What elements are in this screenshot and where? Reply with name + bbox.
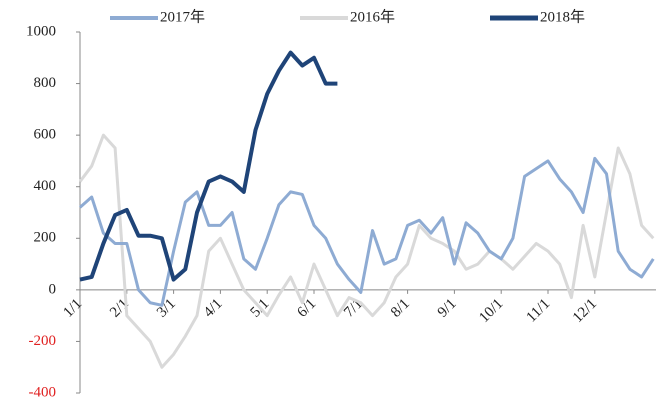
y-tick-label: 1000 [26, 23, 56, 39]
y-tick-label: 800 [34, 75, 57, 91]
legend-label: 2018年 [540, 8, 585, 25]
line-series [79, 50, 338, 282]
y-tick-label: 400 [34, 178, 57, 194]
x-tick-label: 11/1 [523, 296, 553, 326]
x-tick-label: 4/1 [201, 296, 226, 321]
x-tick-label: 1/1 [60, 296, 85, 321]
y-tick-label: -200 [29, 333, 57, 349]
y-tick-label: 0 [49, 281, 57, 297]
x-tick-label: 6/1 [294, 296, 319, 321]
line-series [78, 133, 655, 369]
x-tick-label: 9/1 [435, 296, 460, 321]
x-tick-label: 12/1 [570, 296, 600, 326]
x-tick-label: 8/1 [388, 296, 413, 321]
y-tick-label: 200 [34, 230, 57, 246]
x-tick-label: 3/1 [154, 296, 179, 321]
legend-label: 2017年 [160, 8, 205, 25]
legend-label: 2016年 [350, 8, 395, 25]
x-tick-label: 10/1 [476, 296, 506, 326]
line-series [79, 156, 655, 307]
y-tick-label: -400 [29, 384, 57, 400]
y-tick-label: 600 [34, 127, 57, 143]
